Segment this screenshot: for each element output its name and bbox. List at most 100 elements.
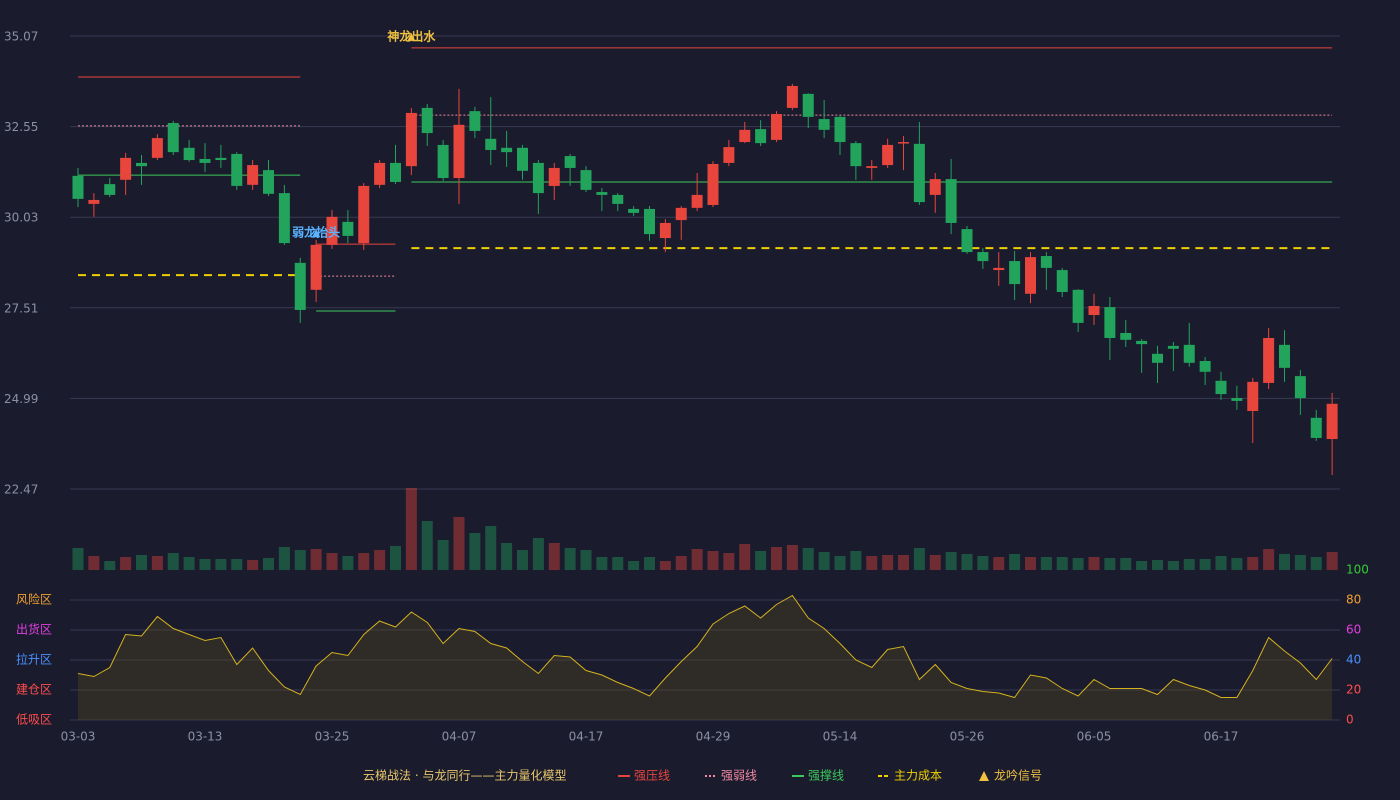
volume-bar [199, 559, 211, 570]
candle-body [358, 185, 370, 244]
candle-body [977, 252, 989, 262]
zone-label: 拉升区 [16, 652, 52, 667]
volume-bar [691, 549, 703, 570]
x-tick-label: 05-14 [823, 730, 858, 744]
volume-bar [405, 488, 417, 570]
candle-body [294, 262, 306, 310]
volume-bar [1215, 556, 1227, 570]
volume-bar [945, 552, 957, 570]
volume-bar [1025, 557, 1036, 570]
candle-body [548, 167, 560, 186]
volume-bar [358, 553, 370, 570]
candle-body [231, 153, 243, 186]
volume-bar [548, 543, 560, 570]
candle-body [707, 163, 719, 205]
x-tick-label: 05-26 [950, 730, 985, 744]
candle-body [1040, 256, 1052, 268]
candle-body [136, 162, 147, 167]
osc-tick-label: 40 [1346, 653, 1361, 667]
candle-body [405, 112, 417, 167]
candle-body [691, 194, 703, 208]
volume-bar [469, 533, 481, 570]
volume-bar [1183, 559, 1195, 570]
zone-label: 建仓区 [16, 683, 52, 697]
volume-bar [1279, 554, 1290, 570]
candle-body [1199, 361, 1211, 372]
y-tick-label: 24.99 [4, 392, 38, 406]
volume-bar [707, 551, 719, 570]
candle-body [628, 208, 640, 213]
zone-label: 出货区 [16, 622, 52, 637]
candle-body [532, 162, 544, 194]
osc-tick-label: 0 [1346, 713, 1354, 727]
volume-bar [913, 548, 925, 570]
candle-body [802, 93, 814, 117]
candle-body [993, 267, 1005, 271]
x-tick-label: 06-17 [1204, 730, 1239, 744]
candle-body [247, 165, 259, 185]
y-tick-label: 30.03 [4, 211, 38, 225]
candle-body [580, 170, 592, 190]
volume-bar [1167, 561, 1179, 570]
volume-bar [850, 551, 862, 570]
candle-body [834, 116, 846, 143]
candle-body [421, 107, 433, 134]
candle-body [1231, 398, 1243, 401]
candle-body [167, 123, 179, 153]
volume-bar [294, 550, 306, 570]
volume-bar [564, 548, 576, 570]
volume-bar [278, 547, 290, 570]
volume-bar [88, 556, 100, 570]
legend-swatch [979, 771, 989, 781]
x-tick-label: 03-03 [61, 730, 96, 744]
candle-body [644, 208, 655, 235]
volume-bar [72, 548, 84, 570]
volume-bar [929, 555, 941, 570]
volume-bar [1104, 558, 1116, 570]
osc-tick-label: 80 [1346, 593, 1361, 607]
volume-bar [596, 557, 608, 570]
legend-title: 云梯战法 · 与龙同行——主力量化模型 [363, 769, 566, 783]
candle-body [72, 175, 84, 199]
x-tick-label: 04-07 [442, 730, 477, 744]
volume-bar [644, 557, 655, 570]
candle-body [326, 216, 338, 245]
volume-bar [898, 555, 909, 570]
signal-label: 神龙出水 [387, 28, 436, 43]
y-tick-label: 35.07 [4, 30, 38, 44]
volume-bar [1310, 557, 1322, 570]
osc-tick-label: 60 [1346, 623, 1361, 637]
candle-body [485, 138, 497, 150]
candle-body [215, 157, 227, 161]
candle-body [1152, 353, 1163, 363]
candle-body [1009, 261, 1021, 285]
candle-body [263, 170, 274, 194]
candle-body [453, 124, 465, 179]
osc-tick-label: 100 [1346, 563, 1369, 577]
volume-bar [977, 556, 989, 570]
candle-body [596, 192, 608, 195]
volume-bar [961, 554, 973, 570]
volume-bar [231, 559, 243, 570]
candle-body [1088, 306, 1100, 315]
candle-body [374, 162, 386, 185]
volume-bar [104, 561, 116, 570]
candle-body [1326, 403, 1338, 440]
candle-body [88, 199, 100, 204]
candle-body [1072, 289, 1084, 323]
candle-body [564, 156, 576, 168]
zone-label: 风险区 [16, 592, 52, 607]
volume-bar [834, 556, 846, 570]
y-tick-label: 27.51 [4, 301, 38, 315]
candle-body [278, 193, 290, 244]
volume-bar [485, 526, 497, 570]
x-tick-label: 03-13 [188, 730, 223, 744]
osc-area [78, 595, 1333, 720]
volume-bar [136, 555, 147, 570]
volume-bar [215, 559, 227, 570]
legend-label: 强弱线 [721, 769, 757, 783]
volume-bar [1136, 561, 1148, 570]
volume-bar [151, 556, 163, 570]
volume-bar [659, 561, 671, 570]
